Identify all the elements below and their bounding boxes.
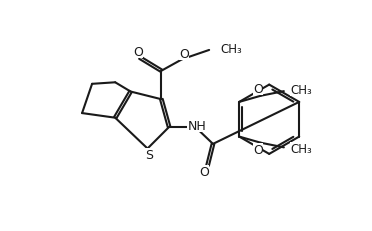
Text: O: O — [133, 46, 143, 59]
Text: CH₃: CH₃ — [290, 143, 312, 156]
Text: CH₃: CH₃ — [290, 84, 312, 97]
Text: NH: NH — [187, 119, 206, 132]
Text: O: O — [253, 143, 263, 156]
Text: O: O — [253, 83, 263, 96]
Text: O: O — [199, 165, 209, 178]
Text: S: S — [145, 149, 153, 161]
Text: CH₃: CH₃ — [220, 43, 242, 56]
Text: O: O — [179, 47, 189, 60]
